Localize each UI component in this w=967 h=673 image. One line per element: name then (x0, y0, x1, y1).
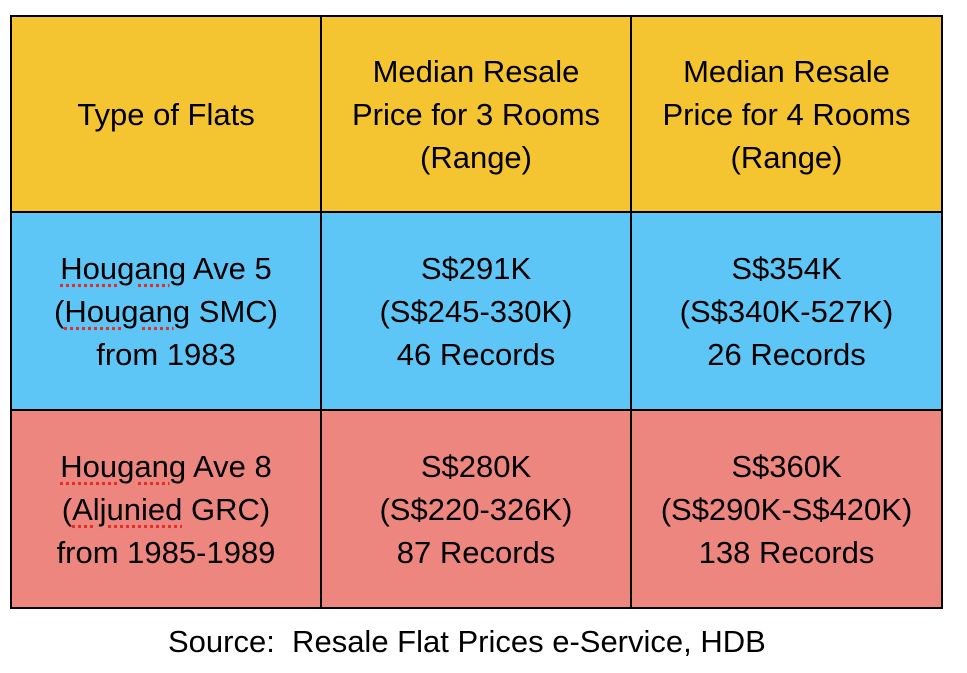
flat-word: Hougang (60, 448, 187, 484)
cell-4-rooms: S$360K (S$290K-S$420K) 138 Records (630, 409, 943, 609)
flat-line-3: from 1985-1989 (56, 534, 276, 570)
flat-line-2: (Hougang SMC) (12, 290, 320, 333)
flat-rest: SMC) (190, 293, 278, 329)
header-text: Median Resale (372, 53, 580, 89)
record-count: 26 Records (707, 336, 866, 372)
flat-line-1: Hougang Ave 5 (12, 247, 320, 290)
header-text: Median Resale (683, 53, 890, 89)
flat-open: ( (61, 491, 73, 527)
flat-line-3: from 1983 (96, 336, 236, 372)
cell-4-rooms: S$354K (S$340K-527K) 26 Records (630, 211, 943, 411)
header-text: Price for 3 Rooms (351, 96, 601, 132)
price-range: (S$245-330K) (379, 293, 573, 329)
record-count: 46 Records (396, 336, 556, 372)
header-text: Type of Flats (77, 96, 255, 132)
table-row: Hougang Ave 8 (Aljunied GRC) from 1985-1… (10, 409, 943, 609)
cell-3-rooms: S$280K (S$220-326K) 87 Records (320, 409, 632, 609)
header-text: Price for 4 Rooms (662, 96, 911, 132)
price-range: (S$220-326K) (379, 491, 573, 527)
flat-rest: Ave 5 (186, 250, 272, 286)
median-price: S$280K (420, 448, 532, 484)
table-row: Hougang Ave 5 (Hougang SMC) from 1983 S$… (10, 211, 943, 411)
cell-flat-type: Hougang Ave 5 (Hougang SMC) from 1983 (10, 211, 322, 411)
header-3-rooms: Median Resale Price for 3 Rooms (Range) (320, 15, 632, 213)
flat-word: Aljunied (72, 491, 183, 527)
record-count: 87 Records (396, 534, 556, 570)
flat-rest: Ave 8 (186, 448, 272, 484)
cell-3-rooms: S$291K (S$245-330K) 46 Records (320, 211, 632, 411)
header-type-of-flats: Type of Flats (10, 15, 322, 213)
flat-line-1: Hougang Ave 8 (12, 445, 320, 488)
flat-line-2: (Aljunied GRC) (12, 488, 320, 531)
flat-rest: GRC) (182, 491, 271, 527)
table-header-row: Type of Flats Median Resale Price for 3 … (10, 15, 943, 213)
flat-word: Hougang (60, 250, 187, 286)
source-caption: Source: Resale Flat Prices e-Service, HD… (168, 624, 766, 659)
flat-word: Hougang (64, 293, 191, 329)
cell-flat-type: Hougang Ave 8 (Aljunied GRC) from 1985-1… (10, 409, 322, 609)
header-text: (Range) (730, 139, 843, 175)
price-range: (S$340K-527K) (679, 293, 894, 329)
median-price: S$360K (731, 448, 842, 484)
header-text: (Range) (420, 139, 532, 175)
median-price: S$354K (731, 250, 842, 286)
median-price: S$291K (420, 250, 532, 286)
header-4-rooms: Median Resale Price for 4 Rooms (Range) (630, 15, 943, 213)
flat-open: ( (54, 293, 65, 329)
resale-price-table: Type of Flats Median Resale Price for 3 … (10, 15, 943, 609)
record-count: 138 Records (698, 534, 875, 570)
price-range: (S$290K-S$420K) (660, 491, 913, 527)
